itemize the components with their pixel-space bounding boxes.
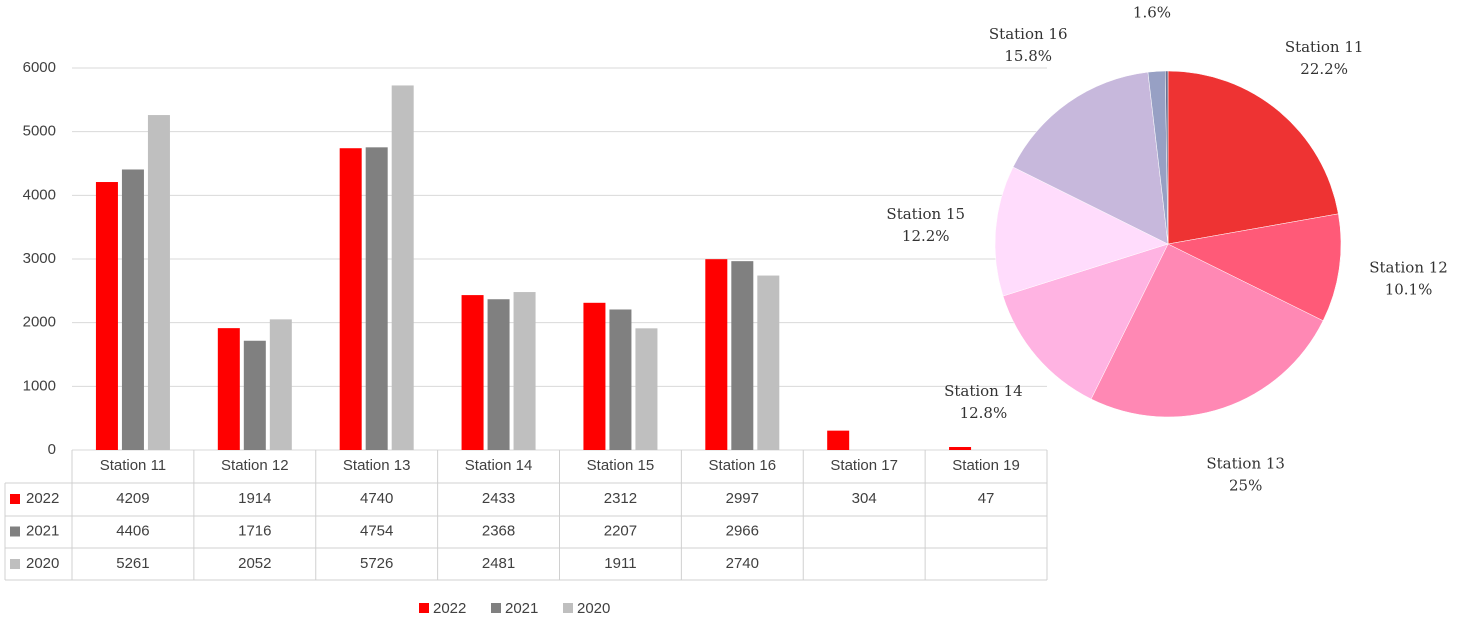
legend-label: 2021 xyxy=(505,600,538,617)
bar xyxy=(147,115,170,450)
pie-label-value: 15.8% xyxy=(1004,47,1052,65)
bar xyxy=(513,292,536,450)
y-tick-label: 2000 xyxy=(23,314,56,331)
table-cell: 2997 xyxy=(726,490,759,507)
bar xyxy=(635,328,658,450)
x-tick-label: Station 14 xyxy=(465,457,533,474)
legend-label: 2020 xyxy=(577,600,610,617)
pie-slice xyxy=(1012,71,1169,245)
table-cell: 2207 xyxy=(604,522,637,539)
x-tick-label: Station 17 xyxy=(830,457,898,474)
pie-slice xyxy=(1167,70,1339,245)
bar xyxy=(827,430,850,450)
pie-label-name: Station 12 xyxy=(1369,258,1448,276)
pie-label-value: 12.2% xyxy=(902,227,950,245)
bar xyxy=(609,309,632,450)
pie-slice xyxy=(1167,213,1342,322)
table-row-label: 2022 xyxy=(26,490,59,507)
bar xyxy=(583,302,606,450)
x-tick-label: Station 15 xyxy=(587,457,655,474)
bar xyxy=(217,328,240,450)
table-legend-key xyxy=(10,494,20,504)
bar xyxy=(121,169,144,450)
table-cell: 2966 xyxy=(726,522,759,539)
y-tick-label: 4000 xyxy=(23,186,56,203)
table-cell: 2481 xyxy=(482,555,515,572)
table-cell: 1716 xyxy=(238,522,271,539)
table-borders xyxy=(4,482,1047,581)
bar xyxy=(339,148,362,450)
pie-slice xyxy=(1002,243,1169,400)
y-tick-label: 1000 xyxy=(23,377,56,394)
table-cell: 1914 xyxy=(238,490,271,507)
table-cell: 47 xyxy=(978,490,995,507)
bar xyxy=(365,147,388,450)
bar xyxy=(243,340,266,450)
bar xyxy=(391,85,414,450)
x-tick-label: Station 16 xyxy=(709,457,777,474)
pie-label-value: 1.6% xyxy=(1133,4,1171,22)
pie-label-value: 22.2% xyxy=(1300,60,1348,78)
pie-label-name: Station 14 xyxy=(944,382,1023,400)
pie-label-value: 25% xyxy=(1229,476,1262,494)
bar xyxy=(269,319,292,450)
legend-key xyxy=(491,603,501,613)
bar xyxy=(95,182,118,451)
legend-key xyxy=(419,603,429,613)
bar xyxy=(705,259,728,450)
table-cell: 4209 xyxy=(116,490,149,507)
table-cell: 304 xyxy=(852,490,877,507)
bar xyxy=(461,295,484,450)
table-cell: 4740 xyxy=(360,490,393,507)
table-legend-key xyxy=(10,559,20,569)
legend-label: 2022 xyxy=(433,600,466,617)
y-tick-label: 5000 xyxy=(23,123,56,140)
pie-slice xyxy=(1165,70,1169,245)
table-cell: 4754 xyxy=(360,522,393,539)
table-cell: 1911 xyxy=(604,555,636,572)
pie-label-name: Station 13 xyxy=(1206,454,1285,472)
table-cell: 2740 xyxy=(726,555,759,572)
bar xyxy=(487,299,510,450)
x-tick-label: Station 19 xyxy=(952,457,1020,474)
table-row-label: 2021 xyxy=(26,522,59,539)
pie-label-name: Station 15 xyxy=(886,205,965,223)
table-cell: 5726 xyxy=(360,555,393,572)
y-tick-label: 0 xyxy=(48,441,56,458)
table-cell: 4406 xyxy=(116,522,149,539)
table-row-label: 2020 xyxy=(26,555,59,572)
pie-label-name: Station 16 xyxy=(989,25,1068,43)
table-cell: 2433 xyxy=(482,490,515,507)
pie-label-value: 10.1% xyxy=(1385,280,1433,298)
table-cell: 5261 xyxy=(116,555,149,572)
pie-label-value: 12.8% xyxy=(960,404,1008,422)
y-tick-label: 6000 xyxy=(23,59,56,76)
x-tick-label: Station 11 xyxy=(100,457,166,474)
table-cell: 2052 xyxy=(238,555,271,572)
table-cell: 2312 xyxy=(604,490,637,507)
bar xyxy=(949,447,972,450)
legend-key xyxy=(563,603,573,613)
bar xyxy=(757,275,780,450)
table-cell: 2368 xyxy=(482,522,515,539)
bar xyxy=(731,261,754,450)
x-tick-label: Station 13 xyxy=(343,457,411,474)
table-legend-key xyxy=(10,526,20,537)
pie-slice xyxy=(1090,243,1324,418)
x-tick-label: Station 12 xyxy=(221,457,289,474)
y-tick-label: 3000 xyxy=(23,250,56,267)
pie-label-name: Station 11 xyxy=(1285,38,1364,56)
pie-slice xyxy=(994,166,1169,297)
